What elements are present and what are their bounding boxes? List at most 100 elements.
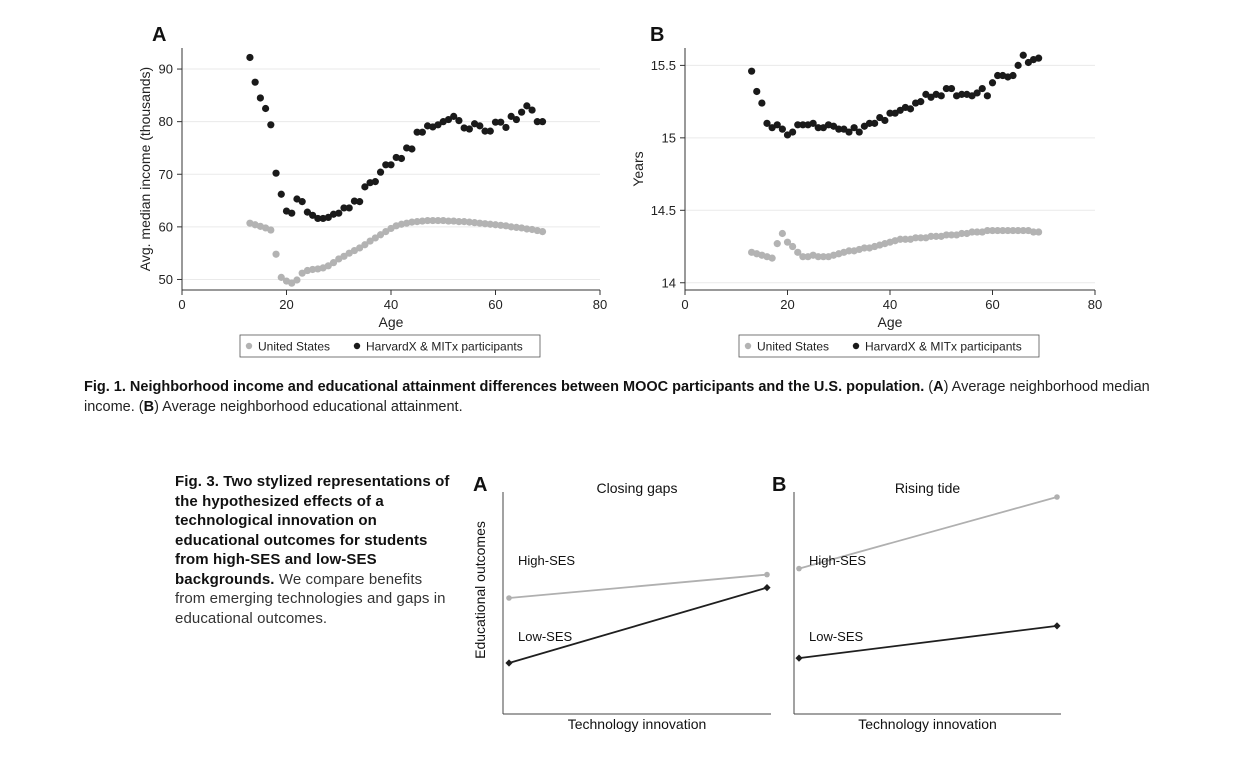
harvardx-point (277, 190, 285, 198)
harvardx-point (340, 204, 348, 212)
harvardx-point (361, 183, 369, 191)
y-tick-label: 14.5 (651, 203, 676, 218)
us-point (1019, 226, 1027, 235)
us-point (267, 226, 275, 234)
x-tick-label: 0 (178, 297, 185, 312)
us-point (1009, 226, 1017, 235)
y-axis-label: Educational outcomes (472, 521, 488, 659)
low-ses-line (508, 586, 768, 664)
us-point (932, 232, 940, 240)
panel-title: Closing gaps (597, 480, 678, 496)
harvardx-point (871, 119, 879, 127)
harvardx-point (324, 213, 332, 221)
harvardx-point (481, 127, 489, 135)
harvardx-point (356, 198, 364, 206)
harvardx-point (444, 115, 453, 124)
low-ses-point (505, 659, 513, 667)
us-point (523, 225, 531, 233)
panel-letter: A (473, 474, 487, 496)
us-point (789, 242, 797, 251)
us-point (958, 229, 966, 238)
figure-3-caption-text: We compare benefits from emerging techno… (175, 570, 446, 627)
legend: United States HarvardX & MITx participant… (239, 334, 541, 358)
us-point (418, 217, 426, 225)
harvardx-point (835, 125, 843, 133)
legend-us-label: United States (757, 340, 829, 354)
harvardx-point (1019, 51, 1027, 59)
harvardx-point (778, 125, 786, 133)
harvardx-point (413, 128, 421, 136)
us-point (408, 218, 416, 226)
high-ses-label: High-SES (518, 553, 575, 568)
us-point (429, 216, 437, 225)
us-point (324, 262, 332, 270)
harvardx-point (881, 116, 889, 125)
us-point (423, 216, 432, 225)
us-point (814, 253, 822, 261)
harvardx-point (303, 208, 311, 216)
high-ses-line (508, 573, 768, 599)
harvardx-point (773, 121, 781, 129)
legend-us-marker (245, 342, 253, 350)
harvardx-point (799, 121, 807, 129)
harvardx-point (465, 125, 473, 133)
harvardx-point (376, 168, 385, 176)
legend-box (738, 334, 1040, 358)
legend-harvardx-marker (852, 342, 860, 350)
harvardx-point (988, 79, 997, 87)
x-tick-label: 40 (883, 297, 897, 312)
us-point (794, 248, 802, 256)
harvardx-point (1009, 71, 1017, 80)
figure-1-caption-text-1: ( (924, 379, 934, 395)
us-point (340, 252, 348, 260)
low-ses-line (798, 624, 1058, 659)
harvardx-point (978, 84, 986, 93)
harvardx-point (1014, 61, 1022, 69)
harvardx-point (408, 145, 416, 153)
high-ses-line (798, 496, 1058, 570)
legend-harvardx-marker (353, 342, 361, 350)
us-point (896, 235, 904, 243)
panel-a-scatter: A 50 60 70 80 90 0 20 40 60 80 Age Avg. median incom… (137, 24, 607, 358)
harvardx-point (886, 109, 894, 117)
us-point (773, 240, 781, 248)
harvardx-point (973, 89, 981, 97)
us-point (277, 273, 285, 281)
harvardx-point (314, 214, 322, 223)
legend: United States HarvardX & MITx participant… (738, 334, 1040, 358)
us-point (983, 226, 991, 235)
y-tick-label: 90 (159, 62, 173, 77)
us-point (293, 276, 301, 284)
harvardx-point (502, 123, 510, 132)
legend-box (239, 334, 541, 358)
us-point (973, 228, 981, 236)
us-point (1029, 228, 1038, 236)
y-tick-label: 15 (662, 130, 676, 145)
figure-1-caption-ref-a: A (933, 379, 944, 395)
harvardx-point (942, 84, 950, 93)
y-tick-label: 14 (662, 275, 676, 290)
panel-title: Rising tide (895, 480, 961, 496)
y-tick-label: 60 (159, 219, 173, 234)
y-axis-label: Years (630, 151, 646, 186)
us-point (538, 228, 547, 236)
us-point (455, 218, 463, 226)
us-point (917, 234, 925, 242)
us-point (1004, 226, 1012, 235)
panel-a-stylized: A Closing gaps Technology innovation Educat… (472, 474, 771, 732)
y-tick-label: 80 (159, 114, 173, 129)
us-point (471, 219, 479, 227)
low-ses-point (763, 584, 771, 592)
us-point (329, 259, 338, 267)
harvardx-point (288, 209, 296, 217)
x-tick-label: 80 (593, 297, 607, 312)
figure-3-caption: Fig. 3. Two stylized representations of … (175, 472, 450, 628)
harvardx-point (450, 112, 458, 120)
harvardx-point (335, 209, 343, 217)
us-point (376, 231, 385, 239)
us-point (476, 219, 484, 227)
panel-b-stylized: B Rising tide Technology innovation High-SE… (772, 474, 1061, 732)
us-point (819, 253, 827, 261)
harvardx-point (850, 124, 858, 132)
x-tick-label: 60 (985, 297, 999, 312)
